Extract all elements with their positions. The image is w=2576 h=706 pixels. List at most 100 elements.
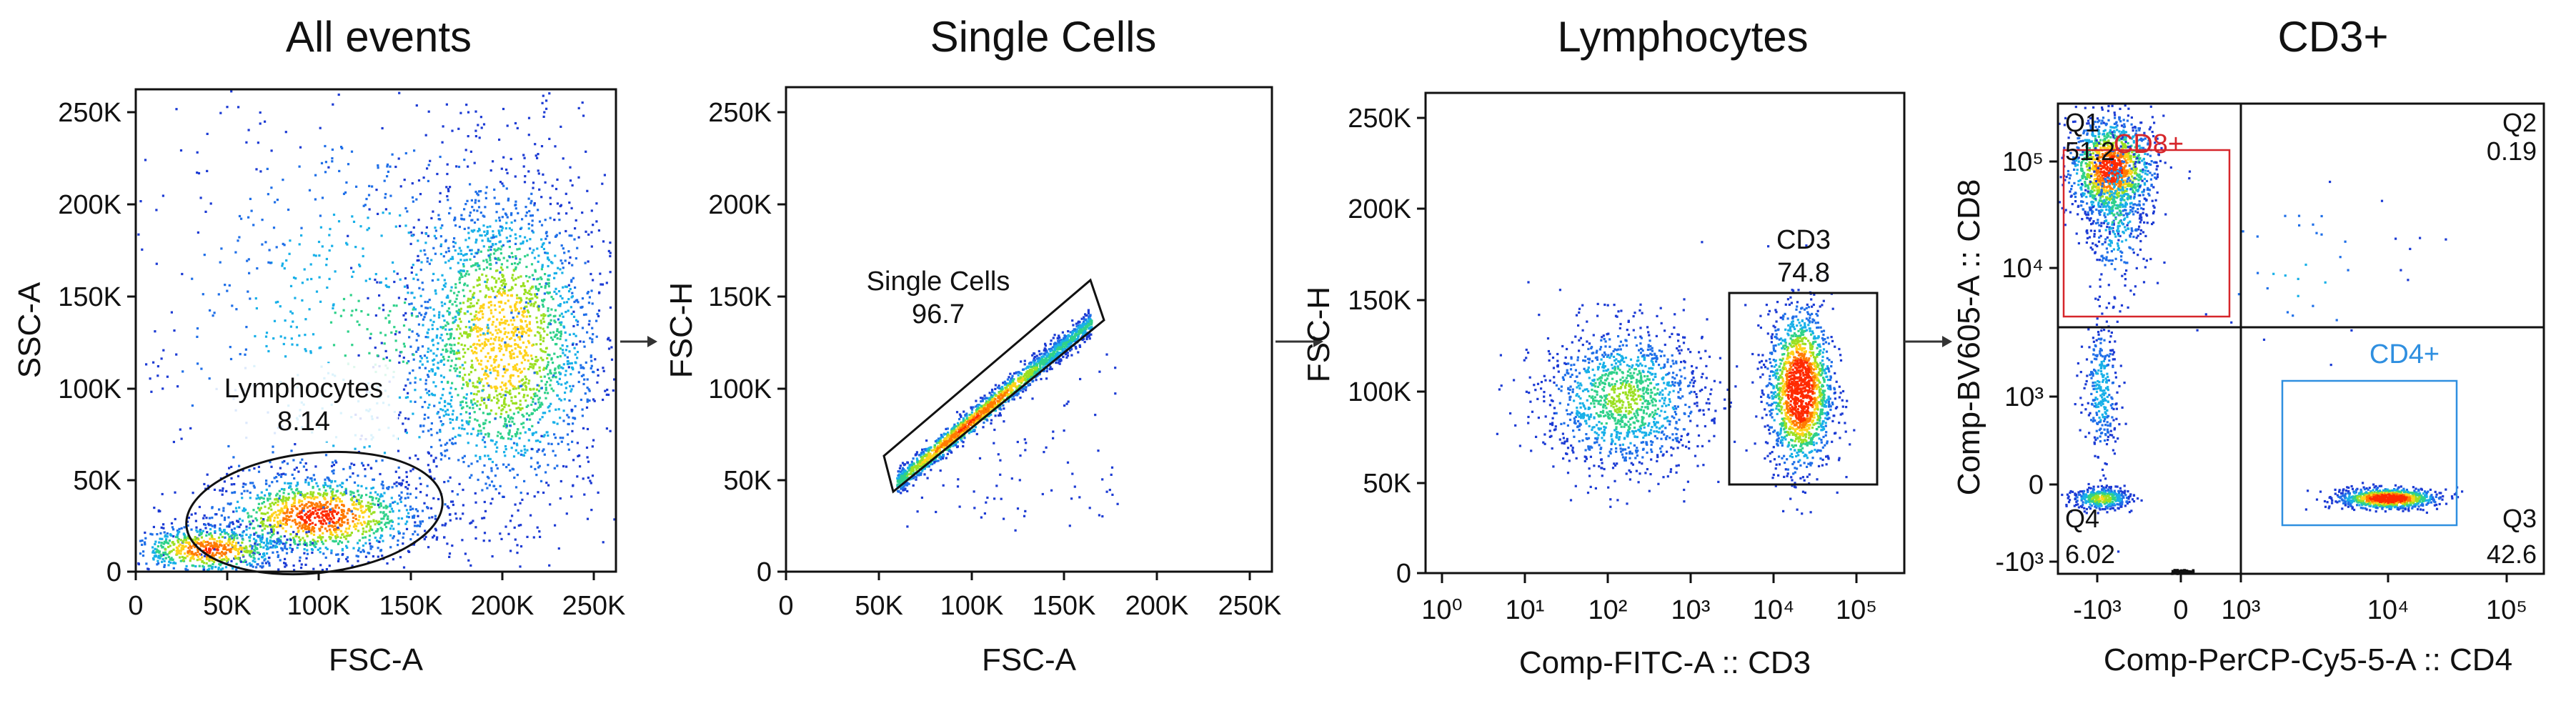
- event-dot: [536, 321, 538, 323]
- event-dot: [477, 429, 479, 432]
- event-dot: [389, 166, 391, 168]
- event-dot: [434, 227, 436, 229]
- panel-all-events: All events 0 50K 100K 150K 200K 250K SSC…: [12, 13, 625, 677]
- event-dot: [291, 508, 293, 510]
- event-dot: [259, 540, 262, 542]
- event-dot: [477, 219, 479, 221]
- event-dot: [284, 337, 286, 339]
- event-dot: [502, 227, 504, 229]
- event-dot: [498, 203, 500, 205]
- event-dot: [503, 257, 505, 259]
- event-dot: [164, 552, 166, 554]
- event-dot: [443, 255, 445, 257]
- event-dot: [345, 538, 347, 540]
- event-dot: [261, 520, 263, 522]
- event-dot: [398, 297, 400, 299]
- event-dot: [515, 207, 517, 209]
- event-dot: [556, 381, 558, 383]
- event-dot: [389, 310, 391, 312]
- event-dot: [587, 399, 589, 401]
- event-dot: [483, 123, 485, 125]
- event-dot: [238, 507, 240, 509]
- event-dot: [549, 369, 551, 372]
- event-dot: [416, 104, 418, 106]
- event-dot: [552, 298, 555, 300]
- event-dot: [330, 550, 332, 552]
- event-dot: [422, 509, 424, 512]
- event-dot: [307, 477, 309, 479]
- event-dot: [162, 349, 164, 352]
- event-dot: [482, 439, 484, 441]
- event-dot: [207, 544, 209, 546]
- event-dot: [458, 309, 460, 311]
- event-dot: [239, 353, 242, 355]
- event-dot: [274, 320, 276, 322]
- event-dot: [297, 492, 299, 494]
- event-dot: [365, 505, 367, 507]
- event-dot: [499, 432, 502, 434]
- event-dot: [483, 245, 485, 247]
- event-dot: [512, 402, 514, 404]
- event-dot: [232, 567, 234, 570]
- event-dot: [427, 260, 429, 262]
- event-dot: [362, 516, 364, 518]
- event-dot: [413, 517, 415, 519]
- event-dot: [307, 553, 309, 555]
- event-dot: [404, 504, 407, 507]
- event-dot: [486, 261, 488, 263]
- event-dot: [419, 520, 422, 522]
- event-dot: [510, 357, 512, 359]
- event-dot: [407, 487, 409, 489]
- event-dot: [565, 466, 567, 468]
- event-dot: [525, 266, 527, 268]
- event-dot: [301, 500, 303, 502]
- event-dot: [334, 459, 337, 462]
- event-dot: [282, 502, 284, 504]
- event-dot: [257, 141, 259, 144]
- event-dot: [492, 316, 494, 318]
- event-dot: [444, 344, 447, 347]
- event-dot: [489, 357, 491, 359]
- event-dot: [221, 541, 223, 543]
- event-dot: [312, 522, 314, 524]
- event-dot: [394, 333, 397, 335]
- event-dot: [457, 128, 459, 130]
- event-dot: [552, 450, 555, 452]
- event-dot: [231, 304, 233, 307]
- lymphocytes-gate-value: 8.14: [277, 407, 330, 437]
- event-dot: [450, 405, 452, 407]
- event-dot: [495, 279, 497, 282]
- event-dot: [417, 534, 419, 536]
- event-dot: [407, 392, 409, 394]
- event-dot: [251, 210, 253, 212]
- event-dot: [430, 428, 432, 430]
- event-dot: [452, 500, 454, 502]
- event-dot: [233, 539, 235, 541]
- event-dot: [612, 389, 615, 392]
- event-dot: [535, 288, 537, 290]
- event-dot: [498, 339, 500, 342]
- event-dot: [402, 479, 404, 482]
- event-dot: [312, 549, 314, 551]
- event-dot: [417, 239, 419, 242]
- event-dot: [424, 414, 426, 416]
- event-dot: [542, 337, 544, 339]
- event-dot: [589, 479, 591, 482]
- event-dot: [554, 254, 556, 257]
- event-dot: [184, 568, 187, 570]
- event-dot: [553, 291, 555, 293]
- event-dot: [304, 497, 306, 499]
- event-dot: [562, 419, 565, 422]
- event-dot: [439, 201, 441, 203]
- event-dot: [562, 465, 565, 467]
- event-dot: [537, 309, 539, 312]
- event-dot: [523, 293, 525, 295]
- panel-1-ytick-label: 50K: [73, 466, 121, 496]
- event-dot: [565, 230, 567, 232]
- event-dot: [544, 314, 547, 317]
- event-dot: [493, 189, 495, 191]
- event-dot: [332, 104, 334, 106]
- event-dot: [547, 307, 549, 309]
- event-dot: [249, 482, 252, 484]
- event-dot: [525, 275, 527, 277]
